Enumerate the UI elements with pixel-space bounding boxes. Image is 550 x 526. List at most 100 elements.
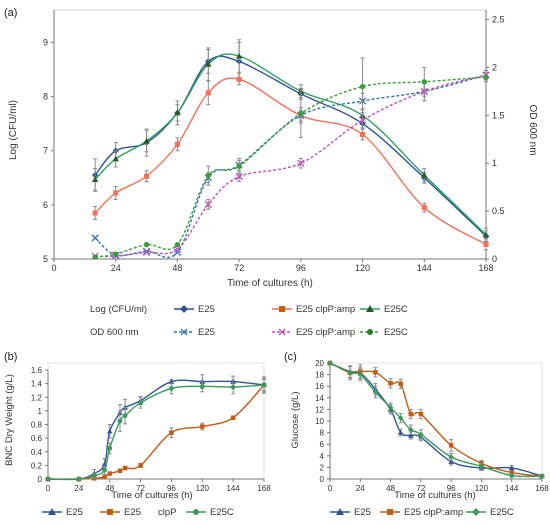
data-point bbox=[92, 254, 98, 260]
data-point bbox=[113, 190, 119, 196]
data-point bbox=[200, 424, 205, 429]
data-point bbox=[448, 443, 454, 448]
series-line bbox=[94, 77, 487, 245]
y-tick-label: 0.2 bbox=[31, 461, 43, 470]
y-tick-label: 0.8 bbox=[31, 421, 43, 430]
data-point bbox=[204, 200, 212, 209]
x-tick-label: 168 bbox=[478, 263, 493, 273]
y-tick-label: 2 bbox=[320, 463, 325, 472]
panel-c: (c) Glucose (g/L) Time of cultures (h) 0… bbox=[284, 351, 549, 518]
panel-a-y2ticks: 0 0.5 1 1.5 2 2.5 bbox=[485, 10, 505, 264]
data-point bbox=[205, 60, 212, 67]
legend-b-clpp: clpP bbox=[158, 507, 176, 518]
x-tick-label: 72 bbox=[234, 263, 244, 273]
data-point bbox=[122, 465, 128, 471]
data-point bbox=[107, 445, 113, 451]
series-e25c bbox=[327, 360, 545, 479]
x-tick-label: 72 bbox=[416, 484, 425, 493]
data-point bbox=[199, 383, 205, 389]
data-point bbox=[92, 210, 98, 216]
data-point bbox=[122, 413, 128, 419]
y-tick-label: 10 bbox=[315, 417, 324, 426]
data-point bbox=[174, 109, 181, 116]
panel-c-yticks: 0 2 4 6 8 10 12 14 16 18 20 bbox=[315, 359, 330, 484]
triangle-marker-icon bbox=[336, 508, 344, 515]
data-point bbox=[205, 172, 212, 179]
x-tick-label: 72 bbox=[136, 484, 145, 493]
y-tick-label: 1.6 bbox=[31, 366, 43, 375]
data-point bbox=[347, 369, 353, 376]
y-tick-label: 6 bbox=[43, 200, 48, 210]
series-e25-clpp-amp bbox=[92, 73, 489, 251]
y-tick-label: 0 bbox=[320, 475, 325, 484]
data-point bbox=[408, 411, 414, 417]
x-marker-icon bbox=[180, 328, 188, 336]
data-point bbox=[142, 248, 151, 256]
panel-c-xlabel: Time of cultures (h) bbox=[394, 490, 475, 501]
data-point bbox=[117, 418, 123, 424]
legend-log-clpp: E25 clpP:amp bbox=[296, 304, 355, 315]
legend-c-e25: E25 bbox=[354, 507, 371, 518]
x-tick-label: 24 bbox=[74, 484, 83, 493]
triangle-marker-icon bbox=[366, 305, 374, 312]
data-point bbox=[106, 428, 113, 434]
panel-b-legend: E25 E25 clpP E25C bbox=[42, 507, 234, 518]
data-point bbox=[358, 116, 367, 124]
data-point bbox=[483, 74, 489, 80]
x-tick-label: 48 bbox=[172, 263, 182, 273]
data-point bbox=[205, 90, 211, 96]
data-point bbox=[235, 172, 243, 181]
data-point bbox=[138, 400, 143, 406]
panel-a-xticks: 0 24 48 72 96 120 144 168 bbox=[51, 10, 494, 273]
y-tick-label: 0 bbox=[38, 475, 43, 484]
x-tick-label: 48 bbox=[105, 484, 114, 493]
diamond-marker-icon bbox=[472, 508, 480, 516]
panel-b: (b) BNC Dry Weight (g/L) Time of culture… bbox=[4, 351, 271, 518]
data-point bbox=[298, 110, 304, 117]
x-tick-label: 96 bbox=[167, 484, 176, 493]
series-line bbox=[94, 53, 487, 236]
y2-tick-label: 1 bbox=[492, 158, 497, 168]
data-point bbox=[230, 415, 236, 420]
legend-od-clpp: E25 clpP:amp bbox=[296, 327, 355, 338]
legend-log-e25: E25 bbox=[198, 304, 215, 315]
data-point bbox=[297, 159, 305, 167]
data-point bbox=[91, 473, 97, 478]
data-point bbox=[169, 386, 174, 391]
data-point bbox=[91, 234, 99, 242]
data-point bbox=[397, 429, 404, 435]
x-tick-label: 144 bbox=[417, 263, 432, 273]
data-point bbox=[359, 83, 366, 90]
legend-c-e25c: E25C bbox=[490, 507, 514, 518]
series-e25c bbox=[92, 57, 489, 260]
data-point bbox=[398, 381, 403, 387]
panel-b-xlabel: Time of cultures (h) bbox=[111, 490, 192, 501]
data-point bbox=[407, 432, 414, 438]
data-point bbox=[421, 171, 428, 178]
panel-b-yticks: 0 0.2 0.4 0.6 0.8 1 1.2 1.4 1.6 bbox=[31, 366, 48, 484]
circle-marker-icon bbox=[193, 509, 199, 515]
data-point bbox=[112, 251, 119, 257]
y-tick-label: 12 bbox=[315, 405, 324, 414]
data-point bbox=[169, 430, 174, 435]
y-tick-label: 0.4 bbox=[31, 448, 43, 457]
x-tick-label: 144 bbox=[226, 484, 240, 493]
y-tick-label: 16 bbox=[315, 382, 324, 391]
data-point bbox=[143, 137, 150, 144]
data-point bbox=[483, 241, 489, 247]
data-point bbox=[421, 79, 428, 85]
series-e25-clpp-amp bbox=[327, 360, 545, 479]
data-point bbox=[143, 241, 150, 248]
square-marker-icon bbox=[279, 306, 285, 312]
data-point bbox=[236, 76, 242, 82]
y-tick-label: 14 bbox=[315, 394, 324, 403]
y-tick-label: 8 bbox=[43, 92, 48, 102]
x-tick-label: 48 bbox=[386, 484, 395, 493]
legend-od-e25: E25 bbox=[198, 327, 215, 338]
x-tick-label: 96 bbox=[447, 484, 456, 493]
x-tick-label: 24 bbox=[111, 263, 121, 273]
panel-b-series bbox=[45, 374, 267, 482]
y-tick-label: 8 bbox=[320, 429, 325, 438]
